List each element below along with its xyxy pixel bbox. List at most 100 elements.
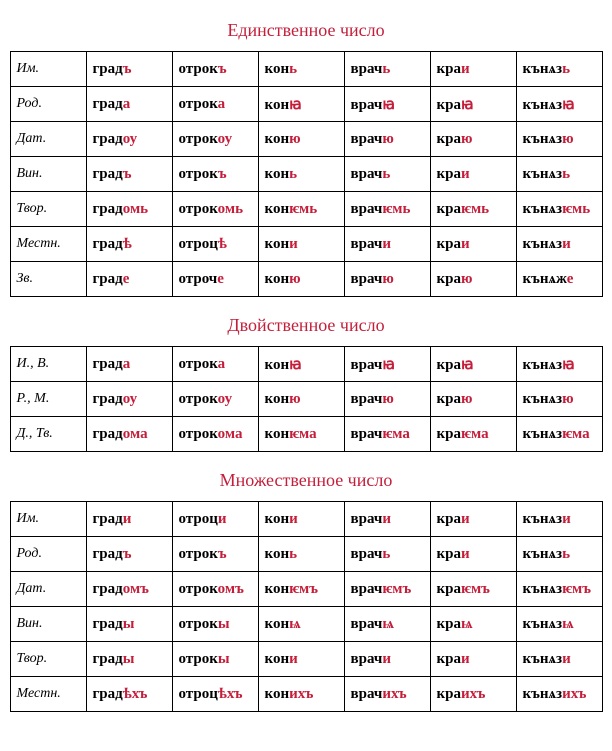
word-ending: е <box>567 271 574 287</box>
word-ending: ы <box>218 616 230 632</box>
word-cell: отрока <box>172 87 258 122</box>
word-ending: и <box>562 651 571 667</box>
word-cell: краѥма <box>430 417 516 452</box>
word-stem: кон <box>265 201 290 217</box>
word-ending: ь <box>562 61 570 77</box>
word-ending: оу <box>218 391 232 407</box>
word-stem: отроц <box>179 686 218 702</box>
table-row: Род.градъотрокъконьврачькраикънѧзь <box>10 537 602 572</box>
word-stem: кон <box>265 391 290 407</box>
declension-table: И., В.градаотрокаконꙗврачꙗкраꙗкънѧзꙗР., … <box>10 346 603 452</box>
word-ending: и <box>461 166 470 182</box>
word-ending: ъ <box>123 166 132 182</box>
word-cell: врачь <box>344 537 430 572</box>
word-cell: градоу <box>86 122 172 157</box>
word-stem: кра <box>437 97 462 113</box>
word-cell: врачи <box>344 502 430 537</box>
word-ending: ꙗ <box>562 357 575 373</box>
word-cell: конь <box>258 157 344 192</box>
word-cell: гради <box>86 502 172 537</box>
word-ending: ы <box>123 616 135 632</box>
word-ending: и <box>289 651 298 667</box>
word-ending: ь <box>289 546 297 562</box>
word-stem: врач <box>351 616 383 632</box>
case-label: Местн. <box>10 227 86 262</box>
word-stem: град <box>93 356 123 372</box>
word-ending: а <box>123 96 131 112</box>
case-label: Дат. <box>10 572 86 607</box>
word-stem: кон <box>265 357 290 373</box>
word-stem: кра <box>437 651 462 667</box>
word-stem: отрок <box>179 581 218 597</box>
word-ending: ю <box>461 271 472 287</box>
word-stem: отрок <box>179 166 218 182</box>
word-stem: град <box>93 511 123 527</box>
word-stem: врач <box>351 651 383 667</box>
word-ending: е <box>123 271 130 287</box>
word-stem: кон <box>265 271 290 287</box>
word-stem: кънѧз <box>523 616 563 632</box>
section-title: Единственное число <box>8 20 604 41</box>
word-stem: кра <box>437 271 462 287</box>
case-label: Твор. <box>10 642 86 677</box>
declension-table: Им.градиотроцикониврачикраикънѧзиРод.гра… <box>10 501 603 712</box>
word-ending: ь <box>382 166 390 182</box>
word-ending: ѥмъ <box>461 581 490 597</box>
word-stem: кон <box>265 686 290 702</box>
word-stem: кра <box>437 166 462 182</box>
word-cell: врачѩ <box>344 607 430 642</box>
word-ending: ь <box>382 61 390 77</box>
word-ending: омь <box>123 201 148 217</box>
word-stem: кънѧз <box>523 391 563 407</box>
word-cell: кънѧзь <box>516 537 602 572</box>
word-stem: кънѧз <box>523 97 563 113</box>
word-stem: отрок <box>179 96 218 112</box>
word-stem: врач <box>351 546 383 562</box>
word-cell: конихъ <box>258 677 344 712</box>
word-stem: отроч <box>179 271 218 287</box>
word-ending: ь <box>562 166 570 182</box>
word-stem: кра <box>437 511 462 527</box>
word-stem: врач <box>351 511 383 527</box>
word-ending: ѥмъ <box>562 581 591 597</box>
section-title: Двойственное число <box>8 315 604 336</box>
word-ending: ю <box>289 131 300 147</box>
table-row: Д., Тв.градомаотрокомаконѥмаврачѥмакраѥм… <box>10 417 602 452</box>
word-cell: кънѧзи <box>516 227 602 262</box>
word-stem: кънѧз <box>523 651 563 667</box>
word-stem: врач <box>351 271 383 287</box>
word-ending: и <box>382 236 391 252</box>
word-ending: ꙗ <box>382 97 395 113</box>
word-stem: врач <box>351 61 383 77</box>
word-ending: оу <box>123 131 137 147</box>
word-cell: кънѧзи <box>516 502 602 537</box>
word-cell: отрокъ <box>172 537 258 572</box>
case-label: Зв. <box>10 262 86 297</box>
word-ending: ѥма <box>289 426 317 442</box>
word-stem: кънѧж <box>523 271 567 287</box>
word-cell: кънѧзѥмъ <box>516 572 602 607</box>
word-stem: кра <box>437 201 462 217</box>
word-cell: краи <box>430 642 516 677</box>
word-cell: отроцѣхъ <box>172 677 258 712</box>
word-cell: врачи <box>344 227 430 262</box>
word-ending: ю <box>382 131 393 147</box>
word-cell: градомъ <box>86 572 172 607</box>
table-row: Дат.градоуотрокоуконюврачюкраюкънѧзю <box>10 122 602 157</box>
word-cell: врачи <box>344 642 430 677</box>
word-ending: ѥмь <box>289 201 317 217</box>
word-cell: краихъ <box>430 677 516 712</box>
word-ending: а <box>218 96 226 112</box>
word-stem: град <box>93 616 123 632</box>
word-ending: ѥмъ <box>382 581 411 597</box>
word-ending: ь <box>382 546 390 562</box>
word-stem: град <box>93 131 123 147</box>
word-ending: ь <box>289 61 297 77</box>
word-stem: врач <box>351 236 383 252</box>
table-row: Твор.градомьотрокомьконѥмьврачѥмькраѥмьк… <box>10 192 602 227</box>
word-stem: град <box>93 581 123 597</box>
word-stem: кра <box>437 426 462 442</box>
word-cell: отрокы <box>172 642 258 677</box>
word-ending: омъ <box>218 581 244 597</box>
word-cell: кънѧзꙗ <box>516 347 602 382</box>
